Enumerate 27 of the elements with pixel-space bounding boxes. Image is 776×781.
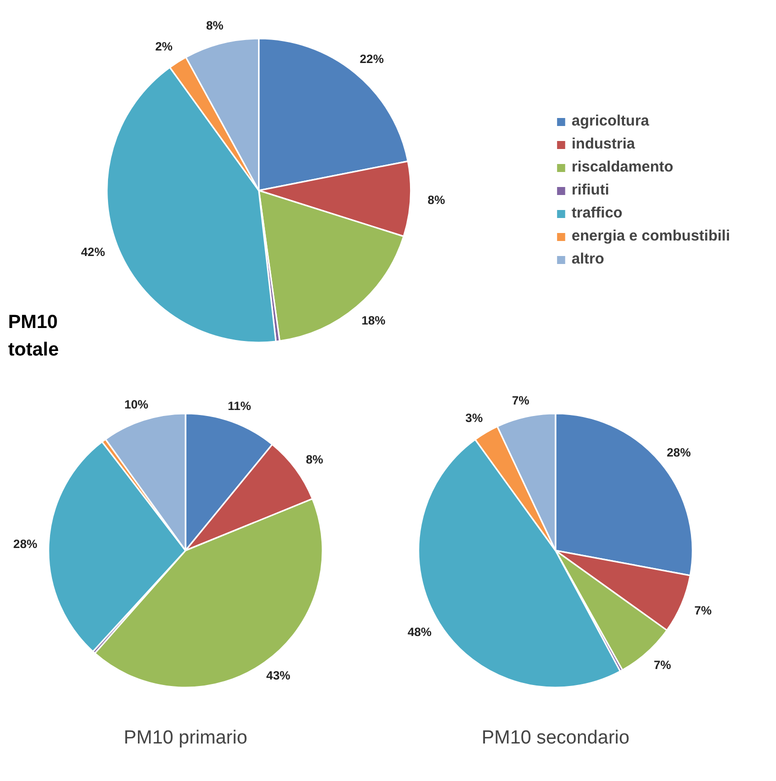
text: PM10 totale (8, 312, 59, 360)
data-label: 10% (124, 397, 149, 412)
data-label: 48% (408, 624, 432, 639)
text: PM10 secondario (482, 728, 630, 748)
legend-label: traffico (572, 204, 622, 222)
legend-label: rifiuti (572, 182, 610, 198)
data-label: 2% (155, 40, 173, 54)
data-label: 11% (228, 398, 252, 413)
data-label: 28% (666, 445, 692, 460)
data-label: 7% (654, 658, 672, 672)
data-label: 3% (465, 411, 484, 426)
data-label: 42% (81, 244, 106, 259)
legend-label: agricoltura (572, 112, 650, 130)
data-label: 7% (512, 394, 530, 408)
data-label: 43% (266, 668, 291, 683)
data-label: 7% (694, 604, 712, 618)
data-label: 28% (13, 536, 38, 551)
data-label: 8% (306, 452, 324, 466)
legend-label: energia e combustibili (572, 228, 730, 244)
legend-label: industria (572, 136, 635, 152)
data-label: 8% (206, 18, 224, 33)
text: PM10 primario (124, 728, 248, 748)
data-label: 22% (360, 52, 384, 66)
data-label: 18% (361, 314, 386, 328)
legend-label: riscaldamento (572, 158, 674, 176)
data-label: 8% (428, 193, 446, 208)
legend-label: altro (572, 250, 604, 268)
